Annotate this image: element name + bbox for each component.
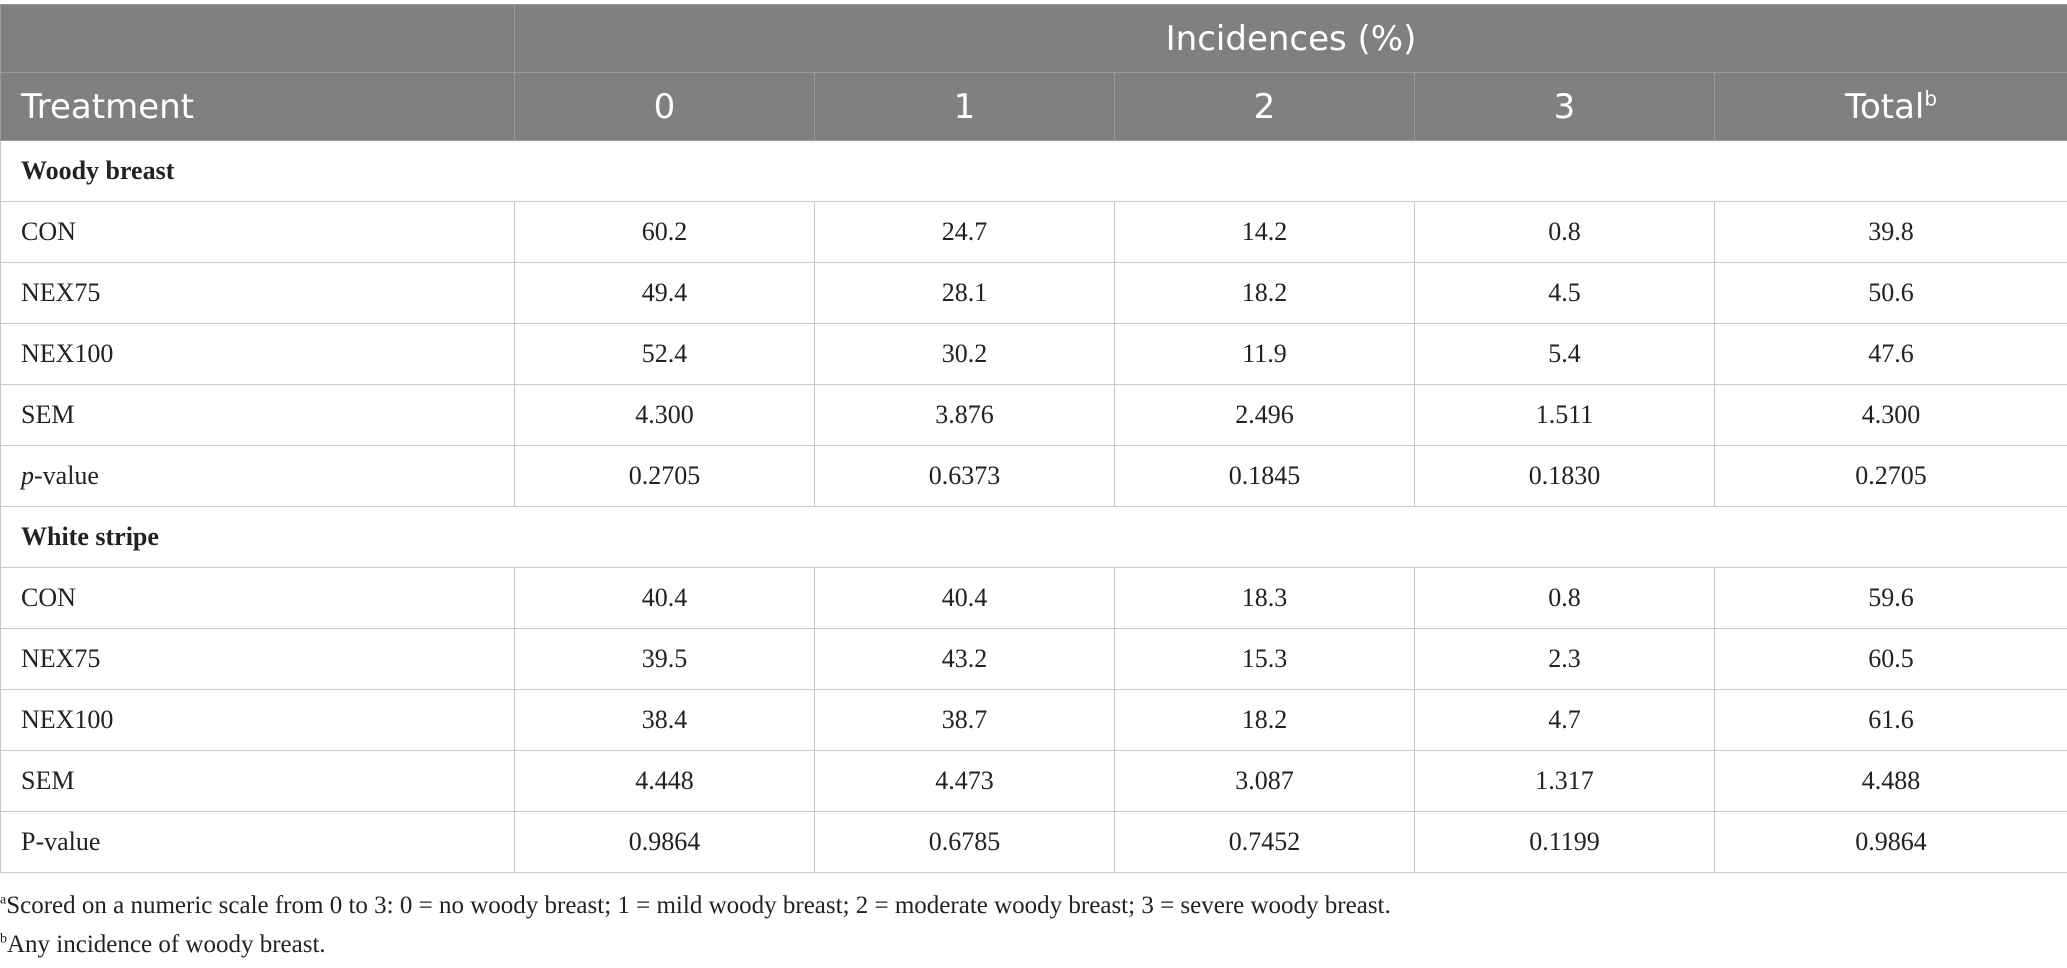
table-cell: 30.2	[815, 324, 1115, 385]
table-row: P-value 0.9864 0.6785 0.7452 0.1199 0.98…	[1, 812, 2067, 873]
table-cell: 3.087	[1115, 751, 1415, 812]
table-cell: 49.4	[515, 263, 815, 324]
table-cell: 60.5	[1715, 629, 2067, 690]
data-table-container: Incidences (%) Treatment 0 1 2 3 Totalb …	[0, 4, 2067, 873]
row-label: NEX75	[1, 629, 515, 690]
table-cell: 18.3	[1115, 568, 1415, 629]
header-col-3: 3	[1415, 73, 1715, 141]
footnote-b: bAny incidence of woody breast.	[0, 929, 1391, 961]
row-label: NEX100	[1, 324, 515, 385]
table-cell: 28.1	[815, 263, 1115, 324]
table-cell: 43.2	[815, 629, 1115, 690]
table-cell: 38.7	[815, 690, 1115, 751]
header-col-1: 1	[815, 73, 1115, 141]
table-cell: 11.9	[1115, 324, 1415, 385]
row-label: CON	[1, 202, 515, 263]
table-cell: 0.9864	[515, 812, 815, 873]
table-cell: 39.5	[515, 629, 815, 690]
table-row: SEM 4.448 4.473 3.087 1.317 4.488	[1, 751, 2067, 812]
table-cell: 4.300	[1715, 385, 2067, 446]
row-label: CON	[1, 568, 515, 629]
table-cell: 40.4	[515, 568, 815, 629]
table-row: NEX100 38.4 38.7 18.2 4.7 61.6	[1, 690, 2067, 751]
table-row: CON 60.2 24.7 14.2 0.8 39.8	[1, 202, 2067, 263]
table-cell: 2.496	[1115, 385, 1415, 446]
table-cell: 0.6373	[815, 446, 1115, 507]
table-footnotes: aScored on a numeric scale from 0 to 3: …	[0, 890, 1391, 968]
table-cell: 0.2705	[515, 446, 815, 507]
table-row: NEX100 52.4 30.2 11.9 5.4 47.6	[1, 324, 2067, 385]
table-cell: 38.4	[515, 690, 815, 751]
row-label: SEM	[1, 751, 515, 812]
table-cell: 3.876	[815, 385, 1115, 446]
table-cell: 50.6	[1715, 263, 2067, 324]
table-cell: 52.4	[515, 324, 815, 385]
table-cell: 0.2705	[1715, 446, 2067, 507]
table-cell: 0.1845	[1115, 446, 1415, 507]
table-cell: 0.7452	[1115, 812, 1415, 873]
row-label: NEX100	[1, 690, 515, 751]
section-title: White stripe	[1, 507, 2067, 568]
table-cell: 4.300	[515, 385, 815, 446]
header-empty-cell	[1, 5, 515, 73]
header-group-label: Incidences (%)	[515, 5, 2067, 73]
header-group-row: Incidences (%)	[1, 5, 2067, 73]
table-cell: 4.7	[1415, 690, 1715, 751]
header-col-total: Totalb	[1715, 73, 2067, 141]
header-col-2: 2	[1115, 73, 1415, 141]
table-cell: 39.8	[1715, 202, 2067, 263]
table-cell: 0.9864	[1715, 812, 2067, 873]
header-total-superscript: b	[1924, 86, 1937, 110]
table-cell: 0.8	[1415, 202, 1715, 263]
header-column-row: Treatment 0 1 2 3 Totalb	[1, 73, 2067, 141]
table-row: p-value 0.2705 0.6373 0.1845 0.1830 0.27…	[1, 446, 2067, 507]
table-cell: 18.2	[1115, 690, 1415, 751]
header-treatment: Treatment	[1, 73, 515, 141]
table-cell: 4.448	[515, 751, 815, 812]
footnote-text: Any incidence of woody breast.	[7, 931, 326, 958]
section-row-white-stripe: White stripe	[1, 507, 2067, 568]
table-cell: 18.2	[1115, 263, 1415, 324]
table-cell: 15.3	[1115, 629, 1415, 690]
footnote-text: Scored on a numeric scale from 0 to 3: 0…	[6, 892, 1391, 919]
row-label: p-value	[1, 446, 515, 507]
header-total-label: Total	[1845, 87, 1924, 127]
table-row: CON 40.4 40.4 18.3 0.8 59.6	[1, 568, 2067, 629]
footnote-marker: b	[0, 932, 7, 947]
table-cell: 24.7	[815, 202, 1115, 263]
table-row: NEX75 39.5 43.2 15.3 2.3 60.5	[1, 629, 2067, 690]
incidence-table: Incidences (%) Treatment 0 1 2 3 Totalb …	[0, 4, 2067, 873]
section-row-woody-breast: Woody breast	[1, 141, 2067, 202]
table-cell: 59.6	[1715, 568, 2067, 629]
footnote-a: aScored on a numeric scale from 0 to 3: …	[0, 890, 1391, 922]
row-label: P-value	[1, 812, 515, 873]
table-row: SEM 4.300 3.876 2.496 1.511 4.300	[1, 385, 2067, 446]
table-cell: 0.1830	[1415, 446, 1715, 507]
row-label: SEM	[1, 385, 515, 446]
table-cell: 1.317	[1415, 751, 1715, 812]
table-cell: 5.4	[1415, 324, 1715, 385]
table-cell: 0.1199	[1415, 812, 1715, 873]
table-cell: 61.6	[1715, 690, 2067, 751]
table-cell: 4.473	[815, 751, 1115, 812]
table-cell: 4.5	[1415, 263, 1715, 324]
table-cell: 14.2	[1115, 202, 1415, 263]
header-col-0: 0	[515, 73, 815, 141]
row-label: NEX75	[1, 263, 515, 324]
table-cell: 4.488	[1715, 751, 2067, 812]
table-cell: 2.3	[1415, 629, 1715, 690]
table-cell: 60.2	[515, 202, 815, 263]
row-label-italic: p	[21, 461, 34, 490]
table-cell: 0.6785	[815, 812, 1115, 873]
row-label-rest: -value	[34, 461, 99, 490]
table-cell: 40.4	[815, 568, 1115, 629]
table-cell: 0.8	[1415, 568, 1715, 629]
table-cell: 47.6	[1715, 324, 2067, 385]
table-row: NEX75 49.4 28.1 18.2 4.5 50.6	[1, 263, 2067, 324]
section-title: Woody breast	[1, 141, 2067, 202]
table-cell: 1.511	[1415, 385, 1715, 446]
